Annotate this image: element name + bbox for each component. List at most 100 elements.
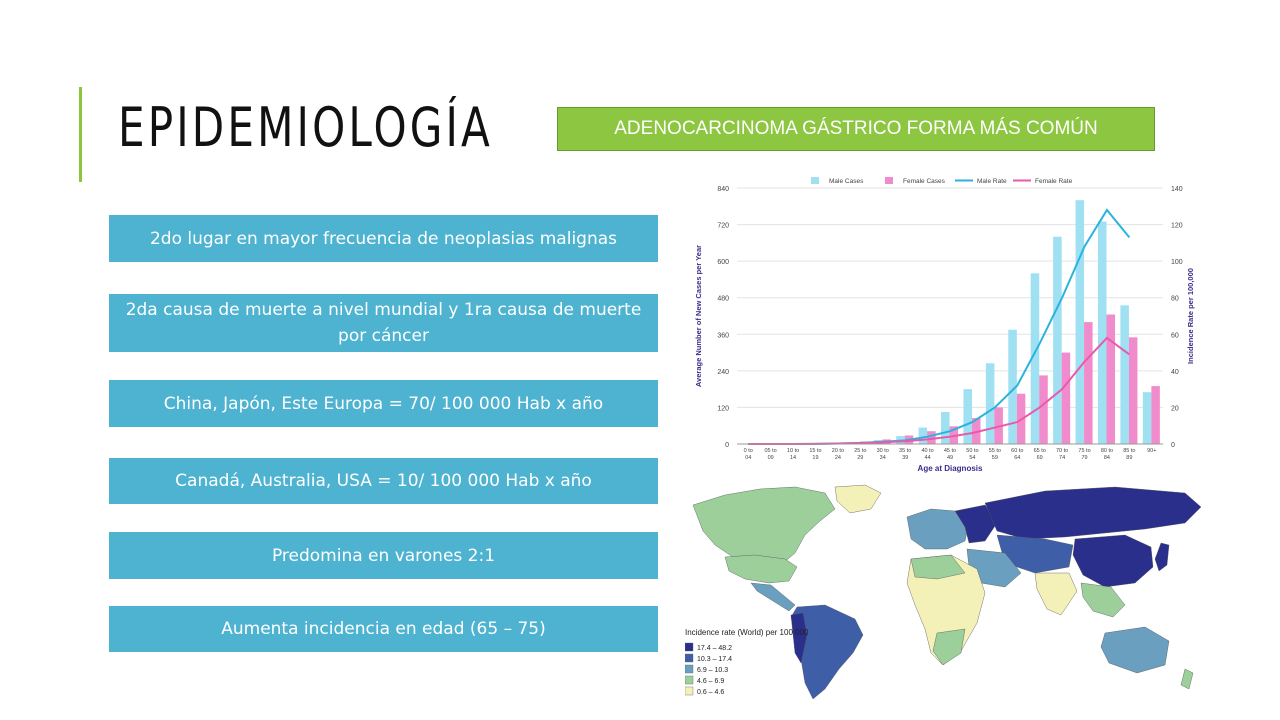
map-legend-title: Incidence rate (World) per 100 000 (685, 628, 809, 637)
x-tick-label-2: 89 (1126, 455, 1132, 461)
chart-legend: Male Cases Female Cases Male Rate Female Ra… (811, 177, 1073, 185)
chart-grid (737, 187, 1163, 445)
x-tick-label-2: 44 (925, 455, 931, 461)
chart-lines (748, 208, 1131, 445)
x-tick-label: 25 to (854, 448, 866, 454)
y-axis-title: Average Number of New Cases per Year (694, 245, 703, 387)
x-tick-label: 0 to (744, 448, 753, 454)
legend-label: Male Cases (829, 178, 864, 185)
y2-tick-label: 60 (1171, 332, 1179, 339)
map-region-japan (1154, 542, 1170, 572)
map-region-china (1072, 534, 1154, 588)
bar-male-cases (963, 389, 972, 444)
x-tick-label: 30 to (877, 448, 889, 454)
y-tick-label: 240 (717, 369, 729, 376)
x-tick-label-2: 34 (880, 455, 886, 461)
x-tick-label: 75 to (1078, 448, 1090, 454)
x-tick-label: 55 to (989, 448, 1001, 454)
map-legend-swatch (685, 642, 694, 652)
bar-male-cases (1142, 392, 1152, 444)
map-region-north-america (692, 486, 836, 572)
x-tick-label-2: 49 (947, 455, 953, 461)
y2-tick-label: 120 (1171, 223, 1183, 230)
bar-female-cases (1039, 375, 1048, 444)
x-tick-label: 65 to (1034, 448, 1046, 454)
map-legend-swatch (685, 686, 694, 696)
y2-tick-label: 140 (1171, 186, 1183, 193)
bullet-1: 2do lugar en mayor frecuencia de neoplas… (109, 215, 658, 262)
y-tick-label: 0 (725, 442, 729, 449)
x-tick-label-2: 39 (902, 455, 908, 461)
x-tick-label-2: 29 (857, 455, 863, 461)
map-region-southern-africa (932, 628, 966, 666)
bullet-4: Canadá, Australia, USA = 10/ 100 000 Hab… (109, 458, 658, 504)
x-tick-label: 80 to (1101, 448, 1113, 454)
bar-female-cases (1128, 337, 1138, 444)
legend-label: Female Rate (1035, 178, 1073, 185)
x-tick-label-2: 64 (1014, 455, 1020, 461)
x-tick-label-2: 84 (1104, 455, 1110, 461)
incidence-chart: 0120240360480600720840020406080100120140… (694, 177, 1195, 473)
bullet-2: 2da causa de muerte a nivel mundial y 1r… (109, 294, 658, 352)
map-region-new-zealand (1180, 668, 1194, 690)
y2-tick-label: 0 (1171, 442, 1175, 449)
bar-male-cases (1030, 273, 1040, 444)
map-region-central-america (750, 582, 796, 612)
bar-female-cases (1084, 322, 1093, 444)
bar-male-cases (1097, 221, 1107, 444)
map-legend-swatch (685, 664, 694, 674)
legend-swatch (811, 177, 819, 184)
line-male-rate (748, 208, 1131, 445)
x-tick-label: 35 to (899, 448, 911, 454)
y-tick-label: 360 (717, 332, 729, 339)
y2-axis-title: Incidence Rate per 100,000 (1186, 268, 1195, 364)
map-region-india (1034, 572, 1078, 616)
x-tick-label-2: 54 (969, 455, 975, 461)
x-tick-label: 15 to (809, 448, 821, 454)
map-region-southeast-asia (1080, 582, 1126, 618)
title-accent-line (79, 87, 82, 182)
map-legend: 17.4 – 48.2 10.3 – 17.4 6.9 – 10.3 4.6 – 6.… (685, 642, 732, 696)
y-tick-label: 480 (717, 296, 729, 303)
map-legend-label: 0.6 – 4.6 (697, 689, 724, 696)
x-tick-label: 60 to (1011, 448, 1023, 454)
map-region-greenland (834, 484, 882, 514)
bar-male-cases (1120, 305, 1129, 444)
legend-swatch (885, 177, 893, 184)
legend-label: Male Rate (977, 178, 1007, 185)
x-tick-label-2: 79 (1081, 455, 1087, 461)
map-legend-label: 6.9 – 10.3 (697, 667, 728, 674)
x-tick-label: 40 to (921, 448, 933, 454)
bar-female-cases (927, 431, 936, 444)
x-tick-label-2: 19 (812, 455, 818, 461)
map-region-australia (1100, 626, 1170, 674)
bar-male-cases (1008, 329, 1017, 444)
bar-female-cases (1151, 386, 1160, 444)
highlight-banner: ADENOCARCINOMA GÁSTRICO FORMA MÁS COMÚN (557, 107, 1155, 151)
y-tick-label: 120 (717, 405, 729, 412)
bullet-3: China, Japón, Este Europa = 70/ 100 000 … (109, 380, 658, 427)
x-tick-label: 20 to (832, 448, 844, 454)
x-tick-label-2: 24 (835, 455, 841, 461)
map-legend-swatch (685, 653, 694, 663)
map-legend-label: 4.6 – 6.9 (697, 678, 724, 685)
bar-female-cases (1106, 314, 1116, 444)
x-tick-label-2: 59 (992, 455, 998, 461)
bar-male-cases (1053, 236, 1062, 444)
world-incidence-map: Incidence rate (World) per 100 000 17.4 … (685, 483, 1205, 705)
x-tick-label: 85 to (1123, 448, 1135, 454)
bar-female-cases (1061, 352, 1071, 444)
x-tick-label: 10 to (787, 448, 799, 454)
y2-tick-label: 80 (1171, 296, 1179, 303)
bar-male-cases (985, 363, 995, 444)
y-tick-label: 840 (717, 186, 729, 193)
x-tick-label-2: 04 (745, 455, 751, 461)
bar-male-cases (941, 412, 950, 444)
x-tick-label: 90+ (1147, 448, 1156, 454)
map-region-usa (724, 554, 798, 584)
x-tick-label-2: 14 (790, 455, 796, 461)
bullet-5: Predomina en varones 2:1 (109, 532, 658, 579)
bar-male-cases (1075, 200, 1085, 444)
map-legend-swatch (685, 675, 694, 685)
map-legend-label: 17.4 – 48.2 (697, 645, 732, 652)
